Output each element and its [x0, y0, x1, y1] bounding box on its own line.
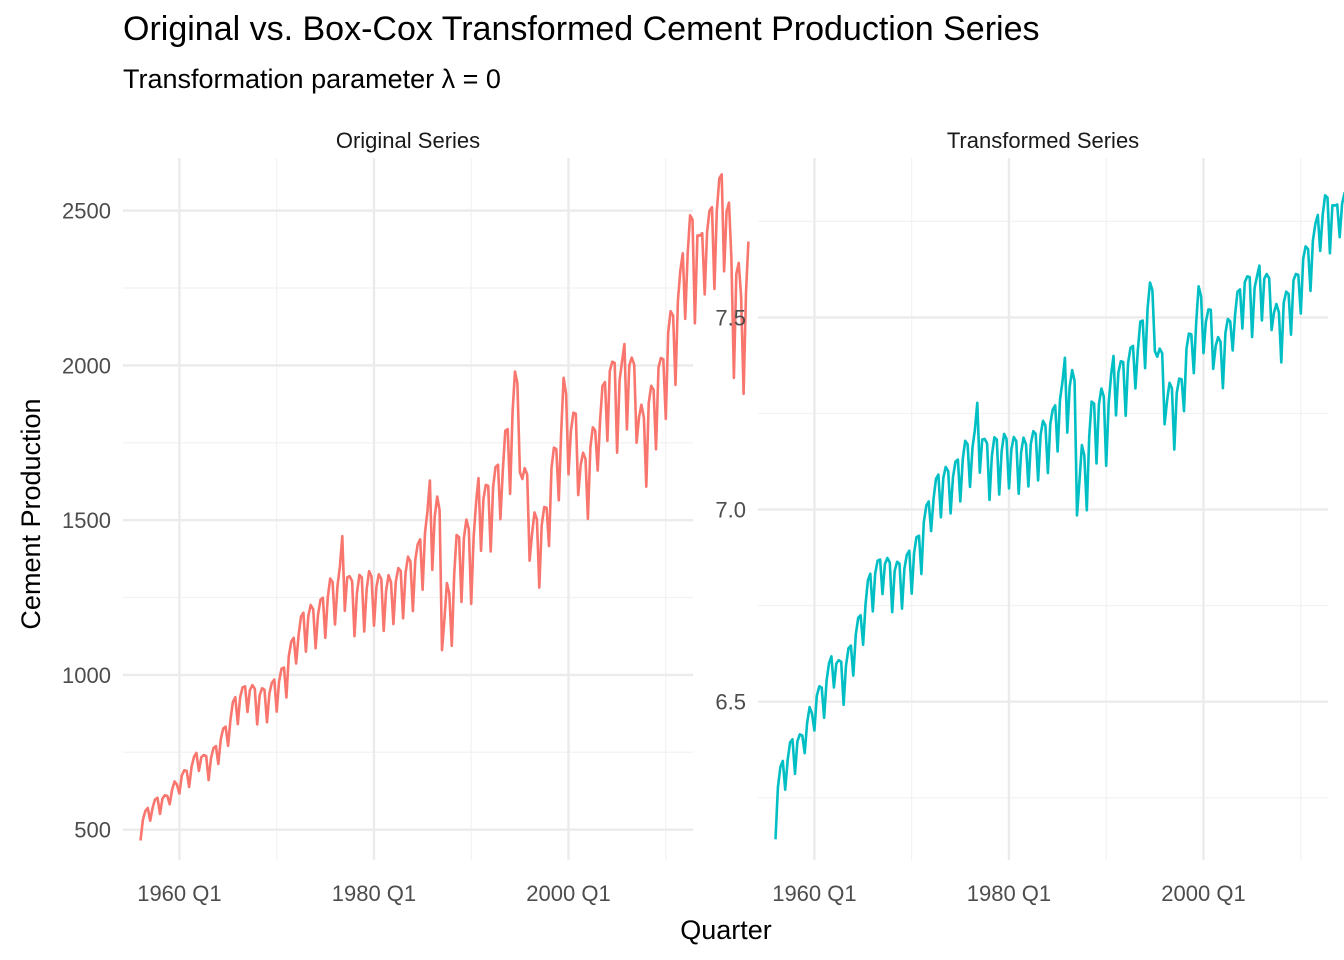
facet-strip-label: Transformed Series — [947, 128, 1139, 153]
x-axis-title: Quarter — [680, 915, 772, 945]
y-tick-label: 7.5 — [715, 305, 746, 330]
series-line — [774, 191, 1344, 840]
y-tick-label: 500 — [74, 818, 111, 843]
x-tick-label: 1980 Q1 — [332, 881, 416, 906]
x-tick-label: 1960 Q1 — [137, 881, 221, 906]
panel-1: 1960 Q1 1980 Q1 2000 Q1 500 1000 1500 2000 2500… — [62, 128, 750, 906]
y-tick-label: 1000 — [62, 663, 111, 688]
y-tick-label: 6.5 — [715, 690, 746, 715]
x-tick-label: 2000 Q1 — [526, 881, 610, 906]
y-tick-label: 2500 — [62, 199, 111, 224]
y-tick-label: 7.0 — [715, 498, 746, 523]
x-tick-label: 1960 Q1 — [772, 881, 856, 906]
panel-2: 1960 Q1 1980 Q1 2000 Q1 6.5 7.0 7.5 Transforme… — [715, 128, 1344, 906]
y-tick-label: 1500 — [62, 508, 111, 533]
x-tick-label: 2000 Q1 — [1161, 881, 1245, 906]
x-tick-label: 1980 Q1 — [967, 881, 1051, 906]
y-axis-title: Cement Production — [16, 398, 46, 629]
y-tick-label: 2000 — [62, 353, 111, 378]
facet-strip-label: Original Series — [336, 128, 480, 153]
chart-subtitle: Transformation parameter λ = 0 — [123, 64, 501, 94]
chart-title: Original vs. Box-Cox Transformed Cement … — [123, 10, 1040, 48]
series-line — [139, 173, 750, 841]
